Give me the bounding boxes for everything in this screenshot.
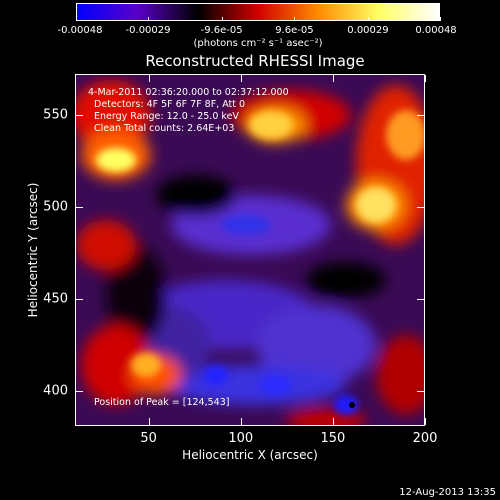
annotation-energy: Energy Range: 12.0 - 25.0 keV: [94, 111, 239, 122]
x-tick: [148, 418, 150, 425]
annotation-detectors: Detectors: 4F 5F 6F 7F 8F, Att 0: [94, 99, 246, 110]
x-tick: [240, 75, 242, 82]
image-plot-area: 4-Mar-2011 02:36:20.000 to 02:37:12.000 …: [75, 74, 425, 426]
colorbar-units: (photons cm⁻² s⁻¹ asec⁻²): [193, 38, 323, 49]
y-tick-label: 400: [43, 383, 68, 399]
colorbar-tick: [221, 17, 223, 21]
x-tick-label: 200: [412, 431, 438, 446]
x-tick-label: 50: [140, 431, 157, 446]
colorbar-tick: [76, 17, 77, 21]
y-tick-label: 450: [43, 291, 68, 307]
x-tick: [240, 418, 242, 425]
y-tick: [76, 298, 83, 300]
colorbar-tick: [294, 17, 296, 21]
colorbar-tick-label: 0.00029: [347, 25, 389, 36]
x-tick: [148, 75, 150, 82]
y-axis-label: Heliocentric Y (arcsec): [26, 182, 40, 318]
colorbar-tick-label: -0.00048: [57, 25, 103, 36]
y-tick: [76, 114, 83, 116]
colorbar-tick: [367, 17, 369, 21]
x-axis-label: Heliocentric X (arcsec): [182, 448, 318, 462]
colorbar-tick-label: 0.00048: [415, 25, 457, 36]
annotation-peak: Position of Peak = [124,543]: [94, 397, 230, 408]
colorbar-tick: [440, 17, 441, 21]
y-tick: [76, 390, 83, 392]
plot-title: Reconstructed RHESSI Image: [145, 52, 365, 70]
colorbar: [76, 3, 440, 21]
peak-marker: [349, 402, 355, 408]
y-tick: [417, 206, 424, 208]
x-tick: [332, 418, 334, 425]
y-tick-label: 500: [43, 199, 68, 215]
x-tick-label: 150: [320, 431, 346, 446]
y-tick: [76, 206, 83, 208]
y-tick-label: 550: [43, 107, 68, 123]
annotation-time: 4-Mar-2011 02:36:20.000 to 02:37:12.000: [88, 87, 289, 98]
x-tick: [332, 75, 334, 82]
y-tick: [417, 114, 424, 116]
colorbar-tick-label: 9.6e-05: [275, 25, 314, 36]
x-tick-label: 100: [228, 431, 254, 446]
x-tick: [425, 418, 426, 425]
annotation-clean: Clean Total counts: 2.64E+03: [94, 123, 235, 134]
y-tick: [417, 390, 424, 392]
colorbar-tick: [148, 17, 150, 21]
colorbar-tick-label: -9.6e-05: [200, 25, 243, 36]
colorbar-tick-label: -0.00029: [125, 25, 171, 36]
y-tick: [417, 298, 424, 300]
x-tick: [425, 75, 426, 82]
rhessi-image: [76, 75, 424, 425]
date-stamp: 12-Aug-2013 13:35: [399, 487, 496, 498]
